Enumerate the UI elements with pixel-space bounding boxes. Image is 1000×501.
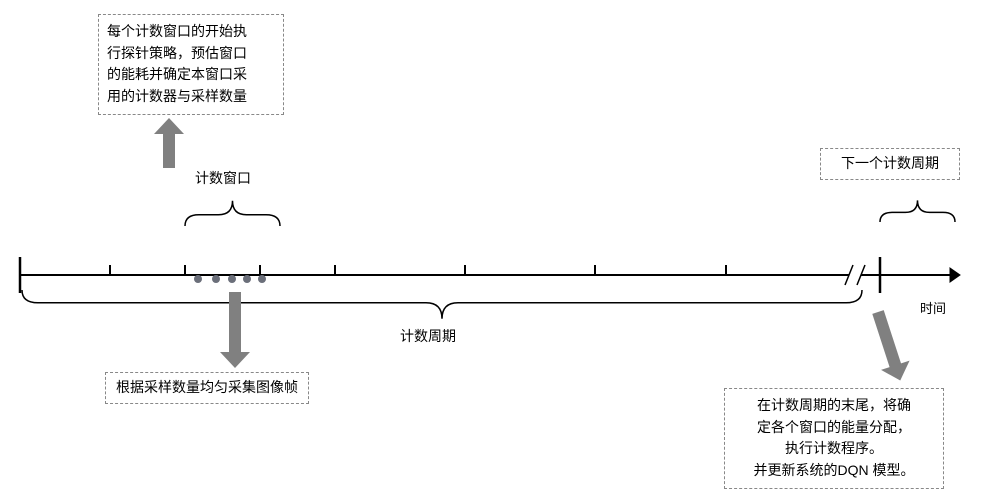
label-time-text: 时间 bbox=[920, 301, 946, 316]
box-dqn-line1: 在计数周期的末尾，将确 bbox=[757, 397, 911, 413]
box-dqn-line2: 定各个窗口的能量分配， bbox=[757, 419, 911, 435]
label-count-window: 计数窗口 bbox=[195, 168, 251, 188]
box-probe-line1: 每个计数窗口的开始执 bbox=[107, 23, 247, 39]
box-probe-line2: 行探针策略，预估窗口 bbox=[107, 45, 247, 61]
box-probe-policy: 每个计数窗口的开始执 行探针策略，预估窗口 的能耗并确定本窗口采 用的计数器与采… bbox=[98, 14, 284, 115]
box-sampling-text: 根据采样数量均匀采集图像帧 bbox=[116, 379, 298, 395]
box-dqn: 在计数周期的末尾，将确 定各个窗口的能量分配， 执行计数程序。 并更新系统的DQ… bbox=[724, 388, 944, 489]
box-next-period-text: 下一个计数周期 bbox=[841, 155, 939, 171]
timeline-dot bbox=[194, 275, 202, 283]
label-count-window-text: 计数窗口 bbox=[195, 170, 251, 186]
box-dqn-line3: 执行计数程序。 bbox=[785, 440, 883, 456]
box-next-period: 下一个计数周期 bbox=[820, 148, 960, 180]
timeline-dot bbox=[258, 275, 266, 283]
label-count-period: 计数周期 bbox=[400, 326, 456, 346]
arrow-down-sampling bbox=[223, 292, 247, 370]
label-time: 时间 bbox=[920, 298, 946, 317]
box-dqn-line4: 并更新系统的DQN 模型。 bbox=[754, 462, 915, 478]
label-count-period-text: 计数周期 bbox=[400, 328, 456, 344]
arrow-down-dqn bbox=[867, 308, 913, 386]
timeline-dot bbox=[212, 275, 220, 283]
box-probe-line4: 用的计数器与采样数量 bbox=[107, 88, 247, 104]
box-sampling: 根据采样数量均匀采集图像帧 bbox=[105, 372, 309, 404]
box-probe-line3: 的能耗并确定本窗口采 bbox=[107, 66, 247, 82]
timeline-dot bbox=[243, 275, 251, 283]
arrow-up-probe bbox=[157, 118, 181, 168]
timeline-dot bbox=[228, 275, 236, 283]
